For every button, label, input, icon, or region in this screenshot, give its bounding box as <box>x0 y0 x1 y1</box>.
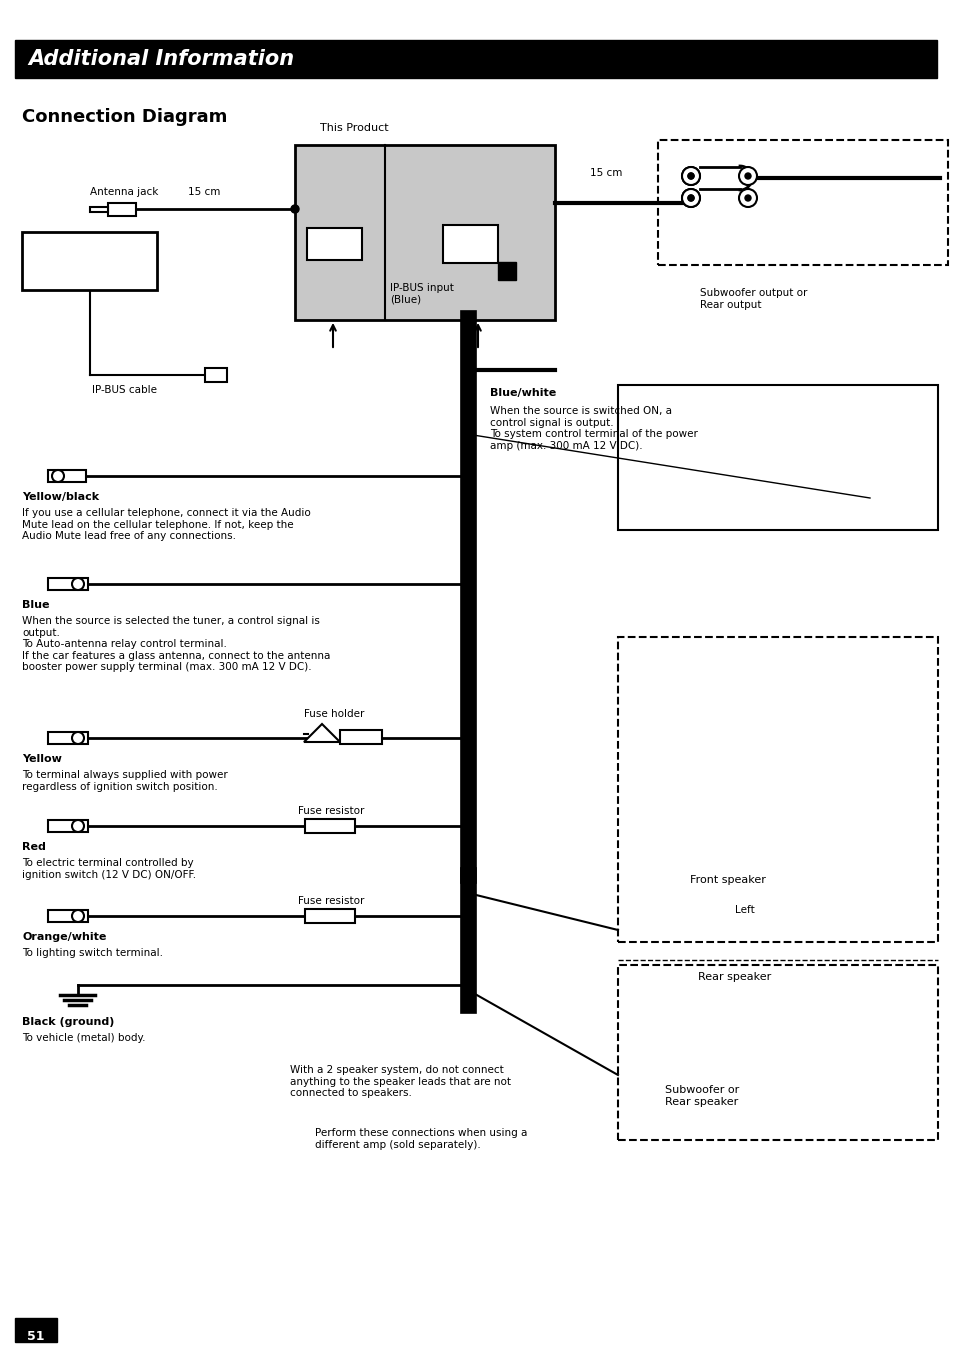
Text: IP-BUS input
(Blue): IP-BUS input (Blue) <box>390 283 454 305</box>
Text: Additional Information: Additional Information <box>28 49 294 69</box>
Text: Left: Left <box>734 905 754 915</box>
Bar <box>339 730 381 744</box>
Circle shape <box>687 195 693 201</box>
Text: Red: Red <box>22 841 46 852</box>
Circle shape <box>71 820 84 832</box>
Text: Fuse resistor: Fuse resistor <box>297 896 364 906</box>
Text: Rear speaker: Rear speaker <box>698 972 770 982</box>
Text: This Product: This Product <box>319 123 388 133</box>
Text: With a 2 speaker system, do not connect
anything to the speaker leads that are n: With a 2 speaker system, do not connect … <box>290 1065 511 1098</box>
Bar <box>22 232 157 290</box>
Circle shape <box>744 195 750 201</box>
Bar <box>48 470 86 482</box>
Text: Black (ground): Black (ground) <box>22 1018 114 1027</box>
Text: When the source is switched ON, a
control signal is output.
To system control te: When the source is switched ON, a contro… <box>490 406 698 451</box>
Text: Fuse holder: Fuse holder <box>304 709 364 720</box>
Bar <box>442 225 497 263</box>
Circle shape <box>291 205 298 213</box>
Bar <box>618 385 937 530</box>
Circle shape <box>687 173 693 179</box>
Text: 51: 51 <box>28 1331 45 1343</box>
Bar <box>90 207 108 211</box>
Bar <box>658 140 947 266</box>
Bar <box>108 203 136 215</box>
Circle shape <box>71 732 84 744</box>
Text: Antenna jack: Antenna jack <box>90 187 158 196</box>
Bar <box>618 637 937 942</box>
Bar <box>305 818 355 833</box>
Polygon shape <box>304 724 339 743</box>
Text: Blue/white: Blue/white <box>490 388 556 398</box>
Bar <box>48 579 88 589</box>
Text: IP-BUS cable: IP-BUS cable <box>91 385 157 396</box>
Text: To vehicle (metal) body.: To vehicle (metal) body. <box>22 1033 146 1043</box>
Text: To terminal always supplied with power
regardless of ignition switch position.: To terminal always supplied with power r… <box>22 770 228 791</box>
Circle shape <box>681 188 700 207</box>
Circle shape <box>744 173 750 179</box>
Bar <box>15 1318 57 1341</box>
Text: To lighting switch terminal.: To lighting switch terminal. <box>22 948 163 958</box>
Text: Front speaker: Front speaker <box>689 875 765 885</box>
Circle shape <box>71 579 84 589</box>
Bar <box>15 41 936 79</box>
Text: Orange/white: Orange/white <box>22 932 107 942</box>
Bar <box>48 820 88 832</box>
Text: When the source is selected the tuner, a control signal is
output.
To Auto-anten: When the source is selected the tuner, a… <box>22 617 330 672</box>
Text: Connection Diagram: Connection Diagram <box>22 108 227 126</box>
Bar <box>618 965 937 1140</box>
Bar <box>307 228 361 260</box>
Text: Fuse resistor: Fuse resistor <box>297 806 364 816</box>
Text: To electric terminal controlled by
ignition switch (12 V DC) ON/OFF.: To electric terminal controlled by ignit… <box>22 858 196 879</box>
Text: Yellow: Yellow <box>22 753 62 764</box>
Text: If you use a cellular telephone, connect it via the Audio
Mute lead on the cellu: If you use a cellular telephone, connect… <box>22 508 311 541</box>
Text: 15 cm: 15 cm <box>188 187 220 196</box>
Circle shape <box>71 911 84 921</box>
Bar <box>48 911 88 921</box>
Bar <box>205 369 227 382</box>
Text: Perform these connections when using a
different amp (sold separately).: Perform these connections when using a d… <box>314 1127 527 1149</box>
Bar <box>294 145 555 320</box>
Bar <box>48 732 88 744</box>
Text: Subwoofer or
Rear speaker: Subwoofer or Rear speaker <box>664 1085 739 1107</box>
Text: Subwoofer output or
Rear output: Subwoofer output or Rear output <box>700 289 806 309</box>
Circle shape <box>681 167 700 186</box>
Circle shape <box>739 167 757 186</box>
Circle shape <box>687 195 693 201</box>
Circle shape <box>52 470 64 482</box>
Circle shape <box>687 173 693 179</box>
Text: Yellow/black: Yellow/black <box>22 492 99 501</box>
Text: Multi-CD player
(sold separately): Multi-CD player (sold separately) <box>46 262 133 283</box>
Text: 15 cm: 15 cm <box>589 168 621 178</box>
Text: Blue: Blue <box>22 600 50 610</box>
Circle shape <box>681 167 700 186</box>
Bar <box>305 909 355 923</box>
Circle shape <box>739 188 757 207</box>
Bar <box>497 262 516 280</box>
Circle shape <box>681 188 700 207</box>
